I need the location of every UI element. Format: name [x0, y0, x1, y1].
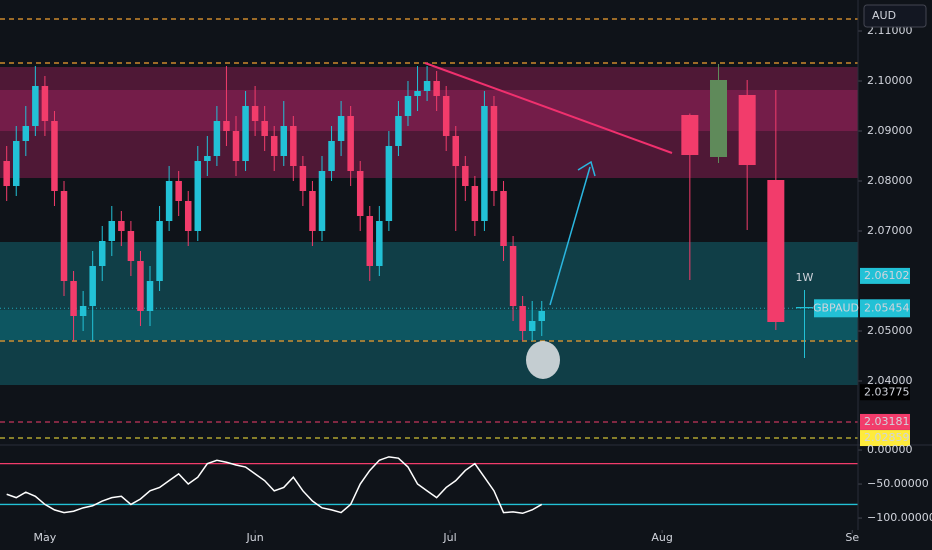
candle-body [404, 96, 412, 116]
candle-body [433, 81, 440, 96]
candle-body [710, 80, 728, 157]
candle-body [270, 136, 278, 156]
candle-body [738, 95, 756, 165]
candle-body [194, 161, 202, 231]
candle-body [108, 221, 116, 241]
candle-body [213, 121, 221, 156]
candle-body [309, 191, 316, 231]
timeframe-label: 1W [796, 271, 814, 284]
candle-body [280, 126, 288, 156]
candle-body [452, 136, 460, 166]
price-label: 2.05454 [864, 301, 910, 314]
y-tick-label: 2.07000 [867, 224, 913, 237]
symbol-name: GBPAUD [813, 301, 859, 314]
candle-body [366, 216, 374, 266]
candle-body [251, 106, 259, 121]
zone [0, 90, 858, 131]
candle-body [423, 81, 431, 91]
price-box [860, 430, 910, 447]
price-label: 2.06102 [864, 269, 910, 282]
x-tick-label: Jun [246, 531, 264, 544]
candle-body [184, 201, 192, 231]
x-tick-label: May [34, 531, 57, 544]
candle-body [156, 221, 163, 281]
price-box [860, 384, 910, 401]
candle-body [261, 121, 268, 136]
price-box [860, 413, 910, 430]
candle-body [385, 146, 393, 221]
price-box [860, 299, 910, 318]
candle-body [22, 126, 30, 141]
candle-body [290, 126, 297, 166]
candle-body [223, 121, 230, 131]
candle-body [60, 191, 68, 281]
candle-body [490, 106, 498, 191]
candle-body [127, 231, 135, 261]
candle-body [70, 281, 77, 316]
candle-body [146, 281, 154, 311]
price-box [860, 267, 910, 284]
candle-body [118, 221, 125, 231]
candle-body [337, 116, 345, 141]
candle-body [395, 116, 402, 146]
candle-body [767, 180, 785, 322]
candle-body [3, 161, 10, 186]
candle-body [795, 307, 813, 309]
zone [0, 310, 858, 340]
highlight-circle [526, 341, 560, 379]
candle-body [318, 171, 326, 231]
candle-body [165, 181, 173, 221]
candle-body [79, 306, 87, 316]
candle-body [32, 86, 39, 126]
osc-tick-label: −50.00000 [867, 477, 929, 490]
candle-body [442, 96, 450, 136]
candle-body [538, 311, 545, 321]
y-tick-label: 2.10000 [867, 74, 913, 87]
x-tick-label: Se [845, 531, 859, 544]
arrow-head [577, 160, 596, 177]
candle-body [175, 181, 182, 201]
candle-body [347, 116, 354, 171]
candle-body [356, 171, 364, 216]
candle-body [242, 106, 249, 161]
candle-body [509, 246, 517, 306]
arrow [549, 166, 591, 306]
candle-body [471, 186, 479, 221]
candle-body [299, 166, 307, 191]
trend-line [424, 62, 673, 154]
symbol-box [814, 299, 858, 318]
candle-body [41, 86, 49, 121]
osc-tick-label: −100.00000 [867, 511, 932, 524]
candle-body [681, 115, 699, 155]
osc-tick-label: 0.00000 [867, 443, 913, 456]
candle-body [137, 261, 144, 311]
candle-body [462, 166, 469, 186]
price-label: 2.02859 [864, 431, 910, 444]
candle-body [519, 306, 526, 331]
candle-body [204, 156, 211, 161]
candle-body [481, 106, 488, 221]
candle-body [98, 241, 106, 266]
candle-body [89, 266, 96, 306]
price-label: 2.03181 [864, 415, 910, 428]
osc-line [6, 456, 543, 515]
candle-body [328, 141, 335, 171]
y-tick-label: 2.05000 [867, 324, 913, 337]
y-tick-label: 2.09000 [867, 124, 913, 137]
price-label: 2.03775 [864, 385, 910, 398]
currency-label[interactable]: AUD [872, 9, 896, 22]
candle-body [414, 91, 421, 96]
y-tick-label: 2.04000 [867, 374, 913, 387]
candle-body [500, 191, 507, 246]
x-tick-label: Jul [442, 531, 456, 544]
candle-body [12, 141, 20, 186]
candle-body [528, 321, 536, 331]
candle-body [376, 221, 383, 266]
x-tick-label: Aug [651, 531, 672, 544]
y-tick-label: 2.08000 [867, 174, 913, 187]
candle-body [232, 131, 240, 161]
candle-body [51, 121, 58, 191]
currency-box[interactable] [863, 4, 927, 28]
